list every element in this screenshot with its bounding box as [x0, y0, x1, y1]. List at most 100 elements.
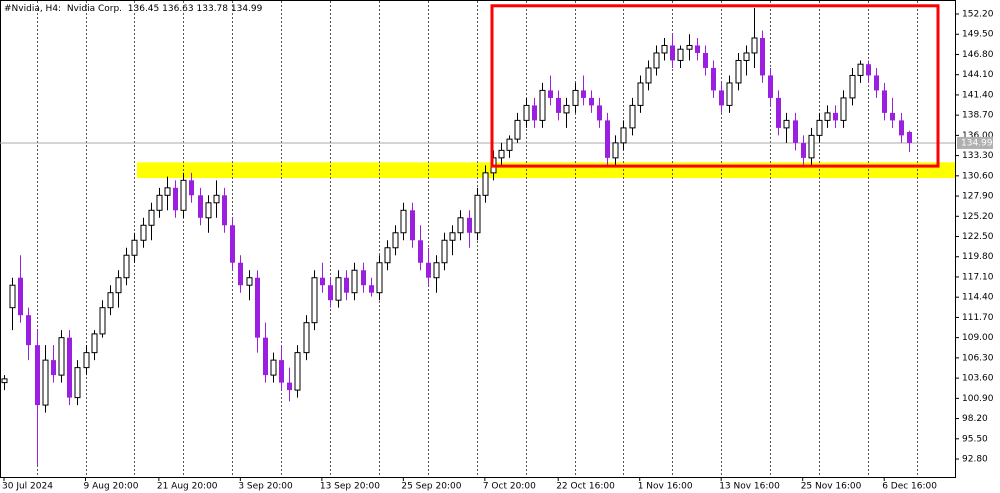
y-tick-label: 92.80 [962, 455, 988, 465]
candle-body [467, 217, 472, 233]
y-tick-label: 122.50 [962, 232, 994, 242]
candle-body [695, 45, 700, 53]
candle-body [140, 224, 147, 241]
x-tick-label: 1 Nov 16:00 [638, 482, 693, 492]
header-field: #Nvidia, H4: [4, 4, 61, 14]
y-tick-label: 106.30 [962, 353, 994, 363]
candle-body [874, 75, 879, 91]
candle-body [156, 194, 163, 211]
candle-body [498, 149, 505, 159]
header-field: Nvidia Corp. [67, 4, 122, 14]
candle-body [563, 104, 570, 114]
candle-body [433, 262, 440, 279]
candle-body [238, 262, 243, 286]
y-tick-label: 136.00 [962, 131, 994, 141]
y-tick-label: 130.60 [962, 171, 994, 181]
y-tick-label: 144.10 [962, 70, 994, 80]
candle-body [605, 120, 610, 158]
candle-body [376, 262, 383, 294]
candle-body [42, 359, 49, 406]
candle-body [801, 142, 806, 158]
candle-body [99, 307, 106, 335]
candle-body [866, 64, 871, 76]
x-tick-label: 22 Oct 16:00 [556, 482, 615, 492]
candle-body [653, 52, 660, 69]
y-tick-label: 114.40 [962, 293, 994, 303]
candle-body [18, 277, 23, 316]
x-tick-label: 9 Aug 20:00 [84, 482, 139, 492]
candle-body [279, 360, 284, 383]
candle-body [589, 97, 594, 106]
candle-body [335, 277, 342, 301]
candle-body [198, 195, 203, 218]
candle-body [824, 112, 831, 121]
candle-body [539, 89, 546, 121]
y-tick-label: 95.50 [962, 434, 988, 444]
x-tick-label: 3 Sep 20:00 [238, 482, 293, 492]
candle-body [726, 82, 733, 106]
candle-body [776, 97, 781, 128]
candle-body [449, 232, 456, 241]
candle-body [384, 247, 391, 264]
candle-body [369, 285, 374, 293]
candle-body [294, 352, 301, 391]
candle-body [703, 52, 708, 68]
header-field: 134.99 [231, 4, 263, 14]
candle-body [457, 217, 464, 234]
candle-body [677, 48, 684, 61]
candle-body [612, 142, 619, 159]
candle-body [506, 138, 513, 151]
candle-body [287, 382, 292, 391]
y-tick-label: 98.20 [962, 414, 988, 424]
candle-body [83, 352, 90, 369]
header-text: #Nvidia, H4: Nvidia Corp. 136.45 136.63 … [4, 4, 263, 14]
candle-body [751, 37, 758, 54]
candle-body [410, 210, 415, 241]
candle-body [686, 44, 693, 50]
candle-body [482, 172, 489, 196]
header-field: 136.45 [128, 4, 160, 14]
x-tick-label: 25 Sep 20:00 [401, 482, 461, 492]
candle-body [833, 112, 838, 121]
y-tick-label: 119.80 [962, 252, 994, 262]
candle-body [840, 97, 847, 121]
y-tick-label: 133.30 [962, 151, 994, 161]
y-tick-label: 149.50 [962, 30, 994, 40]
x-tick-label: 7 Oct 20:00 [483, 482, 536, 492]
candle-body [783, 119, 790, 129]
y-tick-label: 141.40 [962, 90, 994, 100]
candle-body [263, 337, 268, 376]
header-field: 136.63 [162, 4, 194, 14]
candle-body [572, 89, 579, 106]
y-tick-label: 125.20 [962, 212, 994, 222]
candle-body [328, 285, 333, 301]
header-field: 133.78 [197, 4, 229, 14]
candle-body [645, 67, 652, 84]
y-tick-label: 103.60 [962, 374, 994, 384]
last-price-label: 134.99 [961, 138, 993, 148]
candle-body [1, 378, 8, 384]
candle-body [620, 127, 627, 144]
y-tick-label: 138.70 [962, 111, 994, 121]
candle-body [131, 239, 138, 256]
x-tick-label: 13 Nov 16:00 [719, 482, 780, 492]
candle-body [441, 239, 448, 264]
y-tick-label: 111.70 [962, 313, 994, 323]
candle-body [474, 194, 481, 234]
candle-body [230, 225, 235, 263]
candle-body [222, 195, 227, 226]
x-tick-label: 13 Sep 20:00 [320, 482, 380, 492]
y-tick-label: 109.00 [962, 333, 994, 343]
candle-body [514, 119, 521, 140]
candle-body [548, 90, 553, 98]
candle-body [816, 119, 823, 136]
candle-body [768, 75, 773, 98]
candle-body [670, 45, 675, 61]
candle-body [115, 277, 122, 294]
candle-body [213, 194, 220, 204]
candle-body [760, 37, 765, 76]
candle-body [597, 105, 602, 121]
candle-body [661, 44, 668, 54]
candle-body [311, 277, 318, 324]
